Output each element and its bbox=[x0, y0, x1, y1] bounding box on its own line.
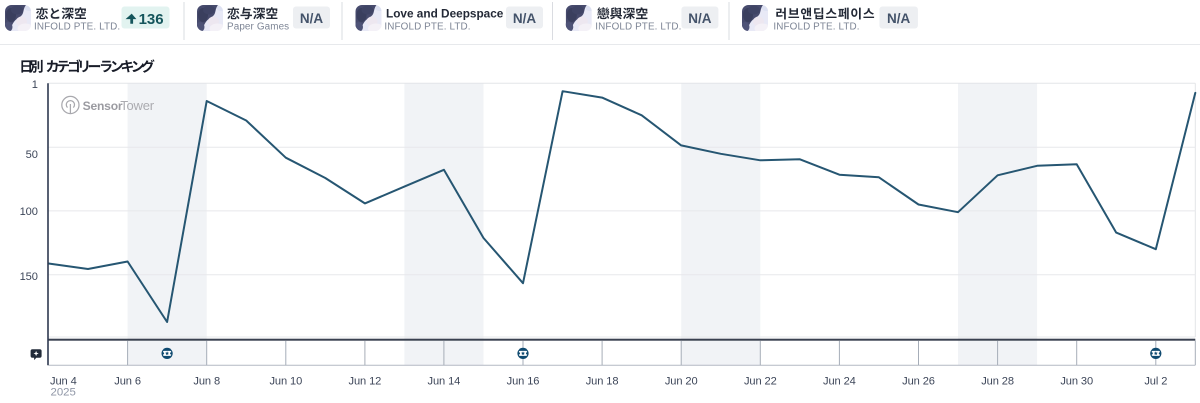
svg-text:INFOLD PTE. LTD.: INFOLD PTE. LTD. bbox=[34, 22, 120, 33]
svg-text:136: 136 bbox=[139, 11, 164, 28]
svg-text:Jun 10: Jun 10 bbox=[269, 376, 302, 388]
svg-text:Love and Deepspace: Love and Deepspace bbox=[386, 7, 504, 21]
svg-text:INFOLD PTE. LTD.: INFOLD PTE. LTD. bbox=[595, 22, 681, 33]
svg-text:N/A: N/A bbox=[513, 11, 537, 26]
svg-text:N/A: N/A bbox=[300, 11, 324, 26]
svg-text:Jun 8: Jun 8 bbox=[193, 376, 220, 388]
svg-text:Jun 18: Jun 18 bbox=[586, 376, 619, 388]
svg-text:150: 150 bbox=[20, 271, 38, 283]
svg-text:Sensor: Sensor bbox=[83, 99, 123, 113]
svg-text:Jul 2: Jul 2 bbox=[1144, 376, 1167, 388]
svg-text:Jun 4: Jun 4 bbox=[50, 376, 77, 388]
svg-text:N/A: N/A bbox=[688, 11, 712, 26]
svg-text:Jun 14: Jun 14 bbox=[428, 376, 461, 388]
svg-text:Tower: Tower bbox=[120, 98, 155, 113]
svg-text:Jun 26: Jun 26 bbox=[902, 376, 935, 388]
svg-text:Jun 6: Jun 6 bbox=[114, 376, 141, 388]
svg-text:Jun 12: Jun 12 bbox=[349, 376, 382, 388]
svg-text:INFOLD PTE. LTD.: INFOLD PTE. LTD. bbox=[773, 22, 859, 33]
svg-text:Jun 20: Jun 20 bbox=[665, 376, 698, 388]
svg-text:Jun 28: Jun 28 bbox=[981, 376, 1014, 388]
svg-text:Jun 22: Jun 22 bbox=[744, 376, 777, 388]
svg-text:Jun 30: Jun 30 bbox=[1060, 376, 1093, 388]
svg-text:INFOLD PTE. LTD.: INFOLD PTE. LTD. bbox=[384, 22, 470, 33]
svg-text:50: 50 bbox=[26, 149, 38, 161]
svg-text:Jun 16: Jun 16 bbox=[507, 376, 540, 388]
svg-text:N/A: N/A bbox=[887, 11, 911, 26]
svg-text:Jun 24: Jun 24 bbox=[823, 376, 856, 388]
svg-text:Paper Games: Paper Games bbox=[227, 22, 289, 33]
svg-text:1: 1 bbox=[32, 79, 38, 91]
svg-text:100: 100 bbox=[20, 206, 38, 218]
svg-text:2025: 2025 bbox=[51, 387, 76, 399]
